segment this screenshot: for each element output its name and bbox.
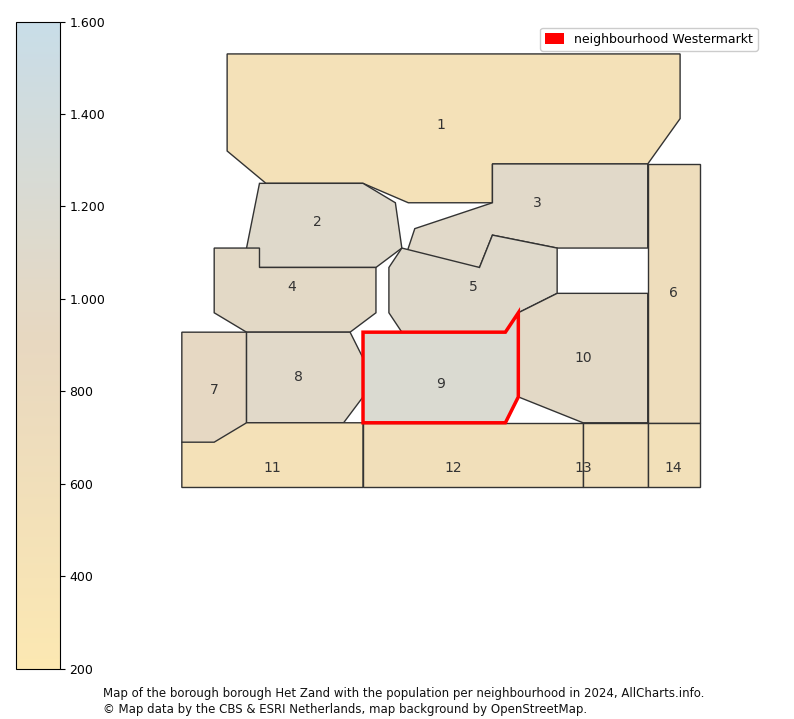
Text: 9: 9: [436, 377, 445, 391]
Polygon shape: [182, 332, 247, 462]
Text: 6: 6: [669, 286, 678, 301]
Text: 8: 8: [294, 370, 303, 385]
Text: © Map data by the CBS & ESRI Netherlands, map background by OpenStreetMap.: © Map data by the CBS & ESRI Netherlands…: [103, 703, 588, 716]
Text: 3: 3: [534, 196, 542, 210]
Text: 10: 10: [574, 351, 592, 365]
Polygon shape: [247, 183, 402, 267]
Polygon shape: [389, 235, 557, 332]
Polygon shape: [363, 313, 518, 423]
Polygon shape: [583, 423, 648, 487]
Text: 14: 14: [665, 461, 682, 475]
Polygon shape: [247, 332, 363, 423]
Text: 4: 4: [287, 280, 296, 294]
Polygon shape: [363, 423, 583, 487]
Polygon shape: [518, 293, 648, 423]
Polygon shape: [402, 164, 648, 267]
Text: 5: 5: [468, 280, 477, 294]
Polygon shape: [363, 313, 518, 423]
Polygon shape: [182, 423, 363, 487]
Text: 2: 2: [314, 215, 322, 229]
Text: 12: 12: [445, 461, 462, 475]
Polygon shape: [648, 164, 700, 423]
Polygon shape: [227, 54, 680, 203]
Legend: neighbourhood Westermarkt: neighbourhood Westermarkt: [541, 28, 758, 51]
Polygon shape: [214, 248, 376, 332]
Text: Map of the borough borough Het Zand with the population per neighbourhood in 202: Map of the borough borough Het Zand with…: [103, 687, 704, 700]
Text: 1: 1: [436, 118, 445, 132]
Text: 13: 13: [574, 461, 592, 475]
Text: 11: 11: [264, 461, 281, 475]
Polygon shape: [648, 423, 700, 487]
Text: 7: 7: [210, 383, 218, 398]
